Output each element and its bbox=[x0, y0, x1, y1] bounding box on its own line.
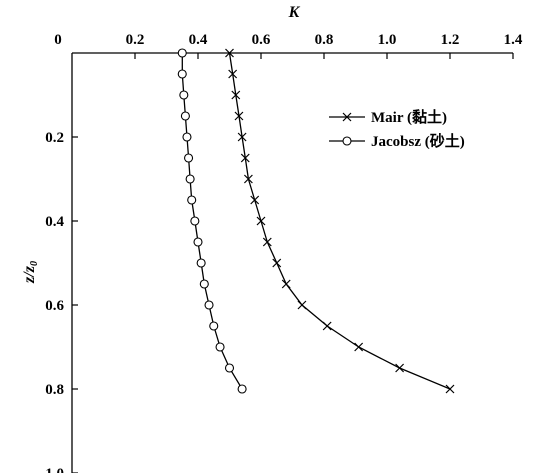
data-point-x bbox=[281, 279, 291, 289]
data-point-x bbox=[243, 174, 253, 184]
data-point-x bbox=[234, 111, 244, 121]
y-tick-label: 1.0 bbox=[45, 466, 64, 473]
data-point-o bbox=[193, 237, 203, 247]
data-point-x bbox=[297, 300, 307, 310]
data-point-o bbox=[237, 384, 247, 394]
series-mair bbox=[225, 48, 455, 394]
data-point-x bbox=[237, 132, 247, 142]
data-point-o bbox=[224, 363, 235, 373]
x-tick-label: 1.0 bbox=[378, 32, 397, 48]
y-tick-label: 0.4 bbox=[45, 214, 64, 230]
legend-marker-x bbox=[342, 112, 352, 122]
data-point-x bbox=[231, 90, 241, 100]
y-axis-title-main: z/z bbox=[21, 265, 38, 284]
legend-item-mair: Mair (黏土) bbox=[329, 108, 447, 126]
legend-label-jacobsz: Jacobsz (砂土) bbox=[371, 132, 465, 150]
data-point-o bbox=[209, 321, 219, 331]
svg-text:z/z0: z/z0 bbox=[21, 261, 40, 284]
data-point-x bbox=[445, 384, 455, 394]
data-point-o bbox=[204, 300, 214, 310]
y-tick-label: 0.8 bbox=[45, 382, 64, 398]
data-point-o bbox=[190, 216, 200, 226]
data-point-o bbox=[184, 153, 194, 163]
series-line bbox=[228, 52, 451, 390]
y-ticks: 0.2 0.4 0.6 0.8 1.0 bbox=[45, 130, 78, 473]
x-tick-label: 1.2 bbox=[441, 32, 460, 48]
data-point-o bbox=[177, 48, 187, 58]
axes bbox=[71, 52, 513, 473]
legend-item-jacobsz: Jacobsz (砂土) bbox=[329, 132, 465, 150]
data-point-x bbox=[262, 237, 272, 247]
data-point-o bbox=[187, 195, 197, 205]
series-layer bbox=[177, 48, 455, 394]
data-point-x bbox=[256, 216, 266, 226]
x-axis-title: K bbox=[288, 4, 301, 21]
data-point-o bbox=[199, 279, 209, 289]
series-jacobsz bbox=[177, 48, 247, 394]
y-axis-title: z/z0 bbox=[21, 261, 40, 284]
data-point-x bbox=[240, 153, 250, 163]
x-tick-label: 0.6 bbox=[252, 32, 271, 48]
data-point-o bbox=[177, 69, 187, 79]
y-tick-label: 0.6 bbox=[45, 298, 64, 314]
legend: Mair (黏土) Jacobsz (砂土) bbox=[329, 108, 465, 150]
data-point-x bbox=[272, 258, 282, 268]
legend-label-mair: Mair (黏土) bbox=[371, 108, 447, 126]
data-point-o bbox=[215, 342, 225, 352]
data-point-o bbox=[182, 132, 192, 142]
x-tick-label: 0 bbox=[54, 32, 62, 48]
data-point-o bbox=[180, 111, 190, 121]
data-point-x bbox=[354, 342, 364, 352]
x-ticks: 0 0.2 0.4 0.6 0.8 1.0 1.2 1.4 bbox=[54, 32, 523, 59]
y-axis-title-subscript: 0 bbox=[29, 261, 40, 266]
data-point-x bbox=[250, 195, 260, 205]
data-point-x bbox=[228, 69, 238, 79]
data-point-x bbox=[225, 48, 234, 58]
x-tick-label: 0.2 bbox=[126, 32, 145, 48]
y-tick-label: 0.2 bbox=[45, 130, 64, 146]
data-point-x bbox=[395, 363, 405, 373]
data-point-o bbox=[179, 90, 189, 100]
data-point-o bbox=[185, 174, 195, 184]
x-tick-label: 0.8 bbox=[315, 32, 334, 48]
x-tick-label: 1.4 bbox=[504, 32, 523, 48]
data-point-x bbox=[322, 321, 332, 331]
legend-marker-o bbox=[342, 136, 352, 146]
data-point-o bbox=[196, 258, 206, 268]
x-tick-label: 0.4 bbox=[189, 32, 208, 48]
